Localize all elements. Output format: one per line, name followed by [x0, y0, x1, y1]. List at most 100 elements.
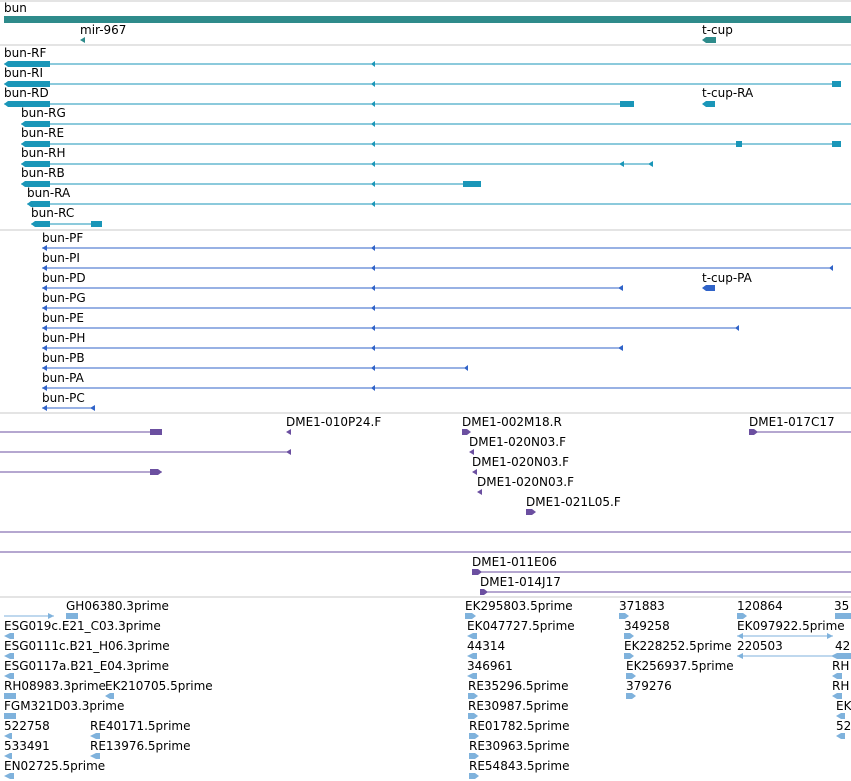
est-marker[interactable] — [4, 713, 16, 719]
protein-segment[interactable] — [618, 345, 623, 351]
est-label[interactable]: EK097922.5prime — [737, 619, 845, 633]
protein-label[interactable]: bun-PG — [42, 291, 86, 305]
est-marker[interactable] — [468, 693, 478, 699]
clone-label[interactable]: DME1-021L05.F — [526, 495, 621, 509]
protein-segment[interactable] — [735, 325, 739, 331]
est-label[interactable]: RE13976.5prime — [90, 739, 191, 753]
est-label[interactable]: EK — [836, 699, 851, 713]
est-label[interactable]: 120864 — [737, 599, 783, 613]
transcript-exon[interactable] — [463, 181, 481, 187]
clone-end-marker[interactable] — [150, 429, 162, 435]
transcript-exon[interactable] — [736, 141, 742, 147]
gene-mir-967-glyph[interactable] — [80, 37, 85, 43]
transcript-label[interactable]: bun-RH — [21, 146, 66, 160]
clone-end-marker[interactable] — [150, 469, 162, 475]
est-marker[interactable] — [469, 773, 479, 779]
transcript-exon[interactable] — [4, 81, 50, 87]
protein-label[interactable]: bun-PD — [42, 271, 86, 285]
est-marker[interactable] — [626, 693, 636, 699]
est-label[interactable]: ESG0117a.B21_E04.3prime — [4, 659, 169, 673]
transcript-label[interactable]: bun-RE — [21, 126, 64, 140]
protein-segment[interactable] — [42, 245, 47, 251]
est-label[interactable]: RE54843.5prime — [469, 759, 570, 773]
transcript-exon[interactable] — [4, 101, 50, 107]
clone-end-marker[interactable] — [477, 489, 482, 495]
est-marker[interactable] — [469, 753, 479, 759]
gene-t-cup-glyph[interactable] — [702, 37, 716, 43]
est-label[interactable]: RH08983.3prime — [4, 679, 106, 693]
protein-segment[interactable] — [702, 285, 715, 291]
transcript-label[interactable]: bun-RD — [4, 86, 49, 100]
transcript-label[interactable]: bun-RG — [21, 106, 66, 120]
transcript-exon[interactable] — [648, 161, 653, 167]
est-marker[interactable] — [737, 613, 747, 619]
transcript-label[interactable]: bun-RB — [21, 166, 65, 180]
protein-segment[interactable] — [371, 385, 375, 391]
clone-label[interactable]: DME1-020N03.F — [472, 455, 569, 469]
protein-segment[interactable] — [42, 265, 47, 271]
protein-segment[interactable] — [618, 285, 623, 291]
est-label[interactable]: 533491 — [4, 739, 50, 753]
est-label[interactable]: 35 — [834, 599, 849, 613]
est-marker[interactable] — [105, 693, 114, 699]
transcript-label[interactable]: bun-RA — [27, 186, 71, 200]
transcript-exon[interactable] — [371, 101, 375, 107]
est-marker[interactable] — [836, 733, 845, 739]
gene-label-t-cup[interactable]: t-cup — [702, 23, 733, 37]
est-marker[interactable] — [832, 673, 842, 679]
protein-segment[interactable] — [42, 405, 47, 411]
est-marker[interactable] — [4, 673, 14, 679]
transcript-exon[interactable] — [371, 61, 375, 67]
est-label[interactable]: 371883 — [619, 599, 665, 613]
est-marker[interactable] — [90, 753, 100, 759]
transcript-exon[interactable] — [371, 181, 375, 187]
est-label[interactable]: EN02725.5prime — [4, 759, 105, 773]
protein-label[interactable]: bun-PA — [42, 371, 85, 385]
transcript-exon[interactable] — [371, 161, 375, 167]
est-marker[interactable] — [4, 753, 12, 759]
est-marker[interactable] — [4, 693, 16, 699]
transcript-exon[interactable] — [371, 121, 375, 127]
est-marker[interactable] — [468, 713, 478, 719]
est-label[interactable]: RE35296.5prime — [468, 679, 569, 693]
est-label[interactable]: 42 — [835, 639, 850, 653]
clone-label[interactable]: DME1-014J17 — [480, 575, 561, 589]
gene-bun-bar[interactable] — [4, 16, 851, 23]
protein-segment[interactable] — [371, 365, 375, 371]
est-marker[interactable] — [4, 733, 12, 739]
transcript-exon[interactable] — [620, 101, 634, 107]
est-label[interactable]: 44314 — [467, 639, 505, 653]
transcript-exon[interactable] — [91, 221, 102, 227]
protein-segment[interactable] — [42, 285, 47, 291]
est-marker[interactable] — [737, 633, 743, 639]
est-label[interactable]: RE01782.5prime — [469, 719, 570, 733]
transcript-exon[interactable] — [702, 101, 715, 107]
transcript-exon[interactable] — [27, 201, 50, 207]
est-label[interactable]: RE30963.5prime — [469, 739, 570, 753]
transcript-exon[interactable] — [21, 181, 50, 187]
transcript-exon[interactable] — [371, 81, 375, 87]
protein-segment[interactable] — [42, 325, 47, 331]
est-marker[interactable] — [467, 633, 477, 639]
est-label[interactable]: ESG0111c.B21_H06.3prime — [4, 639, 170, 653]
est-marker[interactable] — [836, 713, 845, 719]
clone-end-marker[interactable] — [462, 429, 471, 435]
clone-label[interactable]: DME1-011E06 — [472, 555, 557, 569]
est-marker[interactable] — [737, 653, 743, 659]
protein-segment[interactable] — [371, 265, 375, 271]
est-label[interactable]: EK295803.5prime — [465, 599, 573, 613]
est-marker[interactable] — [66, 613, 78, 619]
clone-end-marker[interactable] — [749, 429, 758, 435]
transcript-exon[interactable] — [21, 141, 50, 147]
est-label[interactable]: RE30987.5prime — [468, 699, 569, 713]
est-marker[interactable] — [465, 613, 476, 619]
clone-label[interactable]: DME1-020N03.F — [477, 475, 574, 489]
est-marker[interactable] — [624, 653, 634, 659]
est-marker[interactable] — [832, 693, 842, 699]
est-marker[interactable] — [90, 733, 100, 739]
est-label[interactable]: 220503 — [737, 639, 783, 653]
clone-end-marker[interactable] — [286, 449, 291, 455]
transcript-exon[interactable] — [371, 201, 375, 207]
clone-end-marker[interactable] — [472, 469, 477, 475]
est-marker[interactable] — [467, 653, 477, 659]
